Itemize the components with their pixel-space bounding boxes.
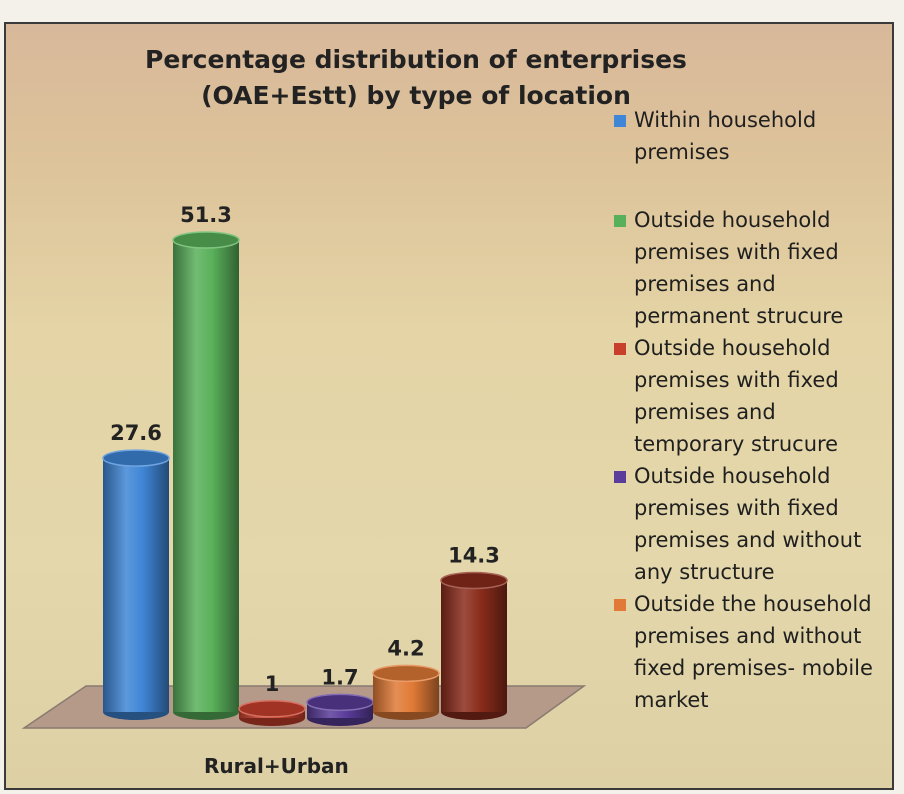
chart-frame: Percentage distribution of enterprises (… — [4, 22, 894, 790]
legend-label: Within household premises — [634, 108, 817, 164]
data-label: 14.3 — [448, 543, 500, 567]
legend: Within household premises Outside househ… — [612, 104, 892, 716]
bar-2 — [172, 231, 240, 720]
data-label: 27.6 — [110, 421, 162, 445]
bar-3 — [238, 700, 306, 726]
legend-swatch — [614, 115, 626, 127]
plot-area: 27.6 51.3 1 1.7 4.2 14.3 — [21, 203, 587, 729]
legend-entry-temporary: Outside household premises with fixed pr… — [612, 332, 892, 460]
bar-6 — [440, 571, 508, 720]
bar-top — [306, 693, 374, 712]
legend-entry-within-household: Within household premises — [612, 104, 892, 168]
chart-title: Percentage distribution of enterprises (… — [145, 45, 687, 110]
bar-top — [372, 664, 440, 683]
legend-entry-permanent: Outside household premises with fixed pr… — [612, 204, 892, 332]
data-label: 1.7 — [321, 665, 358, 689]
legend-swatch — [614, 471, 626, 483]
legend-label: Outside the household premises and witho… — [634, 592, 873, 712]
legend-label: Outside household premises with fixed pr… — [634, 208, 844, 328]
legend-swatch — [614, 215, 626, 227]
category-label: Rural+Urban — [204, 754, 349, 778]
legend-swatch — [614, 599, 626, 611]
bar-5 — [372, 664, 440, 720]
legend-label: Outside household premises with fixed pr… — [634, 464, 862, 584]
bar-top — [238, 700, 306, 718]
bar-top — [440, 571, 508, 590]
data-label: 4.2 — [387, 636, 424, 660]
bar-body — [441, 580, 507, 712]
legend-swatch — [614, 343, 626, 355]
data-label: 51.3 — [180, 203, 232, 227]
legend-entry-mobile-market: Outside the household premises and witho… — [612, 588, 892, 716]
bar-1 — [102, 449, 170, 720]
legend-label: Outside household premises with fixed pr… — [634, 336, 839, 456]
bar-body — [173, 240, 239, 713]
bar-top — [172, 231, 240, 249]
legend-entry-without-structure: Outside household premises with fixed pr… — [612, 460, 892, 588]
bar-top — [102, 449, 170, 467]
bar-4 — [306, 693, 374, 726]
data-label: 1 — [265, 672, 280, 696]
bar-body — [103, 458, 169, 712]
